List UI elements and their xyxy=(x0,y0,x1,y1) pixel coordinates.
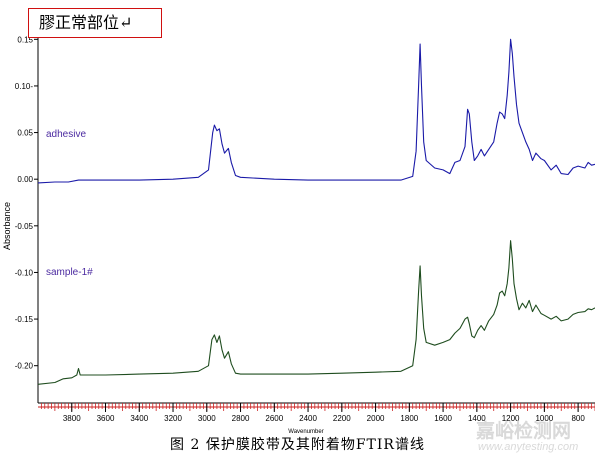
series-label-adhesive: adhesive xyxy=(46,129,86,140)
x-axis-ticks: 3800 3600 3400 3200 3000 2800 2600 2400 2200 2000… xyxy=(63,403,585,423)
x-axis-label: Wavenumber xyxy=(288,429,323,435)
figure-caption: 图 2 保护膜胶带及其附着物FTIR谱线 xyxy=(170,437,425,453)
x-tick-label: 3800 xyxy=(63,414,81,423)
y-tick-label: -0.05 xyxy=(15,222,34,231)
x-tick-label: 1200 xyxy=(502,414,520,423)
x-tick-label: 1600 xyxy=(434,414,452,423)
x-tick-label: 3400 xyxy=(130,414,148,423)
y-tick-label: -0.10 xyxy=(15,268,34,277)
y-tick-label: 0.05 xyxy=(17,129,33,138)
x-tick-label: 2600 xyxy=(265,414,283,423)
y-axis-ticks: 0.15 0.10- 0.05 0.00 -0.05 -0.10 -0.15 -0.20 xyxy=(15,35,38,371)
series-line-adhesive xyxy=(37,38,595,184)
x-tick-label: 2000 xyxy=(367,414,385,423)
series-label-sample-1: sample-1# xyxy=(46,267,93,278)
y-axis-label: Absorbance xyxy=(2,202,12,250)
x-tick-label: 3000 xyxy=(198,414,216,423)
y-tick-label: -0.15 xyxy=(15,315,34,324)
annotation-box: 膠正常部位↵ xyxy=(28,8,162,38)
series-layer xyxy=(37,38,595,385)
y-tick-label: -0.20 xyxy=(15,362,34,371)
series-line-sample-1 xyxy=(37,240,595,385)
x-tick-label: 1800 xyxy=(400,414,418,423)
x-tick-label: 800 xyxy=(571,414,585,423)
x-tick-label: 1400 xyxy=(468,414,486,423)
watermark-text: 嘉峪检测网 xyxy=(476,421,572,442)
y-tick-label: 0.15 xyxy=(17,35,33,44)
y-tick-label: 0.10- xyxy=(15,82,34,91)
watermark-url: www.anytesting.com xyxy=(478,441,579,453)
plot-area xyxy=(37,16,595,408)
x-tick-label: 3600 xyxy=(97,414,115,423)
y-tick-label: 0.00 xyxy=(17,175,33,184)
x-tick-label: 2800 xyxy=(232,414,250,423)
x-tick-label: 1000 xyxy=(535,414,553,423)
x-tick-label: 2200 xyxy=(333,414,351,423)
x-tick-label: 2400 xyxy=(299,414,317,423)
x-tick-label: 3200 xyxy=(164,414,182,423)
